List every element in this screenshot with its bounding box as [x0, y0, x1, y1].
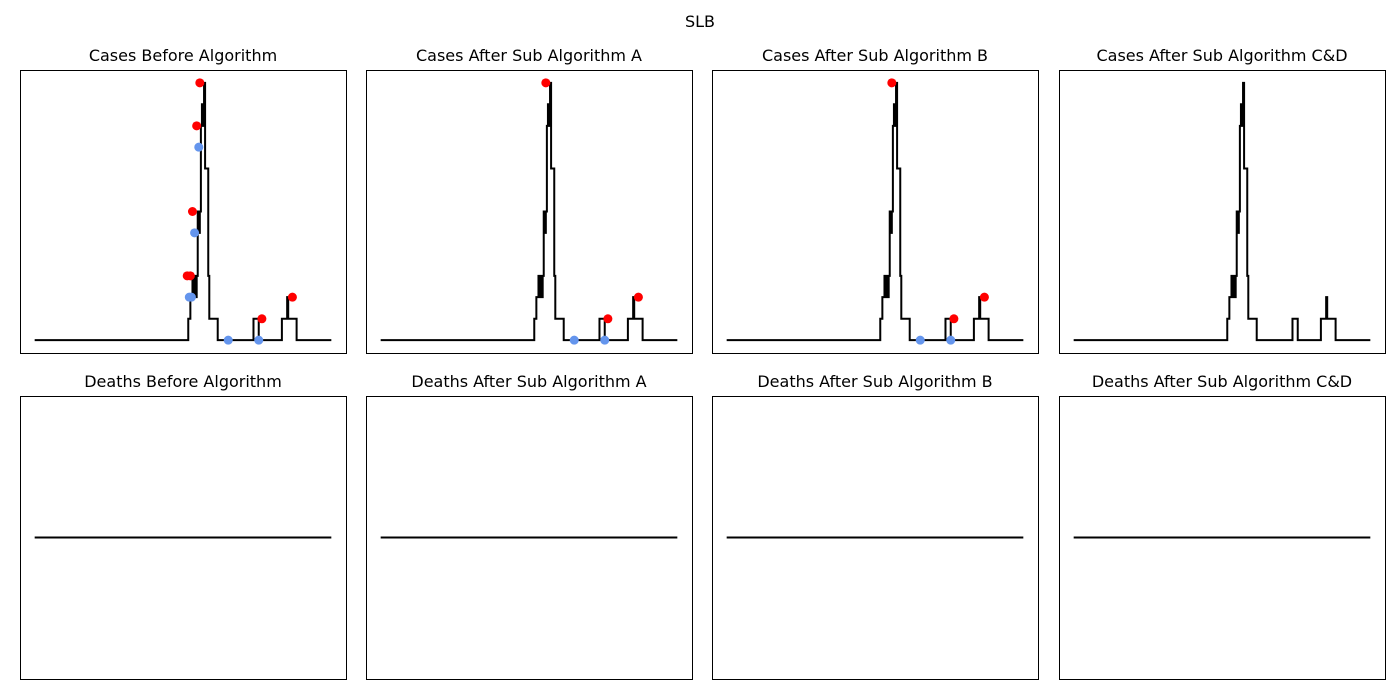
- trough-point: [946, 335, 956, 345]
- axes-frame: [1059, 396, 1386, 680]
- panel-title: Cases Before Algorithm: [89, 46, 277, 65]
- peak-point: [192, 121, 202, 131]
- axes-frame: [20, 70, 347, 354]
- panels: Cases Before Algorithm Cases After Sub Al…: [20, 46, 1386, 680]
- panel-title: Cases After Sub Algorithm C&D: [1096, 46, 1347, 65]
- peak-point: [887, 78, 897, 88]
- panel-title: Deaths After Sub Algorithm A: [411, 372, 646, 391]
- series-line: [1073, 81, 1371, 342]
- trough-point: [194, 142, 204, 152]
- panel-3: Cases After Sub Algorithm B: [712, 46, 1039, 354]
- peak-point: [633, 292, 643, 302]
- peak-point: [185, 271, 195, 281]
- trough-point: [223, 335, 233, 345]
- panel-4: Cases After Sub Algorithm C&D: [1059, 46, 1386, 354]
- peak-point: [187, 207, 197, 216]
- peak-point: [541, 78, 551, 88]
- axes-frame: [712, 396, 1039, 680]
- peak-point: [979, 292, 989, 302]
- axes-frame: [20, 396, 347, 680]
- panel-2: Cases After Sub Algorithm A: [366, 46, 693, 354]
- series-line: [34, 81, 332, 342]
- series-line: [726, 81, 1024, 342]
- series-line: [380, 81, 678, 342]
- trough-point: [915, 335, 925, 345]
- panel-7: Deaths After Sub Algorithm B: [712, 372, 1039, 680]
- axes-frame: [1059, 70, 1386, 354]
- axes-frame: [366, 70, 693, 354]
- panel-title: Cases After Sub Algorithm B: [762, 46, 988, 65]
- panel-5: Deaths Before Algorithm: [20, 372, 347, 680]
- peak-point: [257, 314, 267, 324]
- trough-point: [190, 228, 200, 238]
- peak-point: [603, 314, 613, 324]
- panel-title: Deaths After Sub Algorithm B: [757, 372, 992, 391]
- peak-point: [195, 78, 205, 88]
- trough-point: [569, 335, 579, 345]
- trough-point: [600, 335, 610, 345]
- axes-frame: [712, 70, 1039, 354]
- axes-frame: [366, 396, 693, 680]
- panel-title: Cases After Sub Algorithm A: [416, 46, 642, 65]
- peak-point: [949, 314, 959, 324]
- peak-point: [287, 292, 297, 302]
- panel-8: Deaths After Sub Algorithm C&D: [1059, 372, 1386, 680]
- panel-6: Deaths After Sub Algorithm A: [366, 372, 693, 680]
- panel-1: Cases Before Algorithm: [20, 46, 347, 354]
- panel-title: Deaths Before Algorithm: [84, 372, 282, 391]
- trough-point: [254, 335, 264, 345]
- panel-title: Deaths After Sub Algorithm C&D: [1092, 372, 1352, 391]
- trough-point: [186, 292, 196, 302]
- figure-title: SLB: [685, 12, 715, 31]
